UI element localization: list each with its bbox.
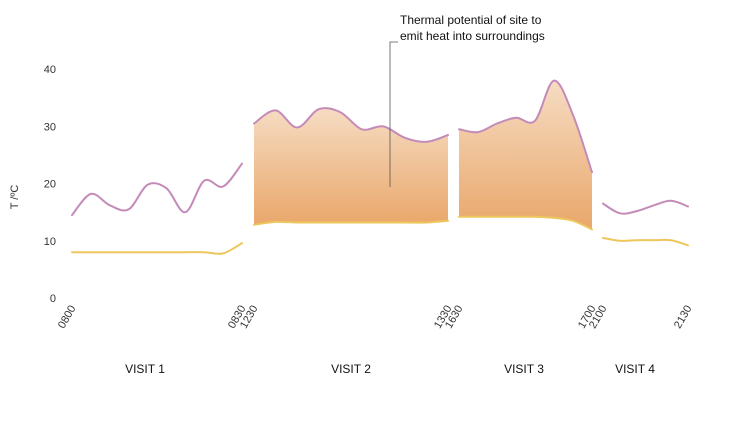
- visit-label: VISIT 4: [615, 362, 655, 376]
- thermal-potential-area: [459, 80, 592, 230]
- y-axis-label: T /ºC: [9, 185, 21, 210]
- y-tick-label: 30: [44, 121, 56, 133]
- upper-temperature-line: [458, 79, 593, 174]
- visit-label: VISIT 2: [331, 362, 371, 376]
- area-fills: [254, 80, 592, 230]
- lower-temperature-line: [458, 215, 593, 231]
- annotation-line-1: Thermal potential of site to: [400, 13, 542, 27]
- annotation-leader-line: [389, 41, 398, 187]
- y-tick-label: 10: [44, 236, 56, 248]
- annotation: Thermal potential of site to emit heat i…: [389, 13, 545, 187]
- x-tick-label: 0800: [56, 304, 79, 331]
- y-tick-label: 40: [44, 64, 56, 76]
- annotation-line-2: emit heat into surroundings: [400, 29, 545, 43]
- series-lines: [71, 79, 689, 255]
- visit-label: VISIT 1: [125, 362, 165, 376]
- upper-temperature-line: [253, 107, 449, 143]
- visit-label: VISIT 3: [504, 362, 544, 376]
- visit-labels: VISIT 1 VISIT 2 VISIT 3 VISIT 4: [125, 362, 655, 376]
- y-tick-label: 20: [44, 179, 56, 191]
- upper-temperature-line: [71, 162, 243, 217]
- thermal-potential-area: [254, 108, 448, 225]
- x-tick-label: 2130: [672, 304, 695, 331]
- upper-temperature-line: [602, 199, 689, 215]
- y-axis-ticks: 0 10 20 30 40: [44, 64, 56, 305]
- lower-temperature-line: [253, 219, 449, 226]
- lower-temperature-line: [71, 242, 243, 255]
- y-tick-label: 0: [50, 293, 56, 305]
- lower-temperature-line: [602, 236, 689, 247]
